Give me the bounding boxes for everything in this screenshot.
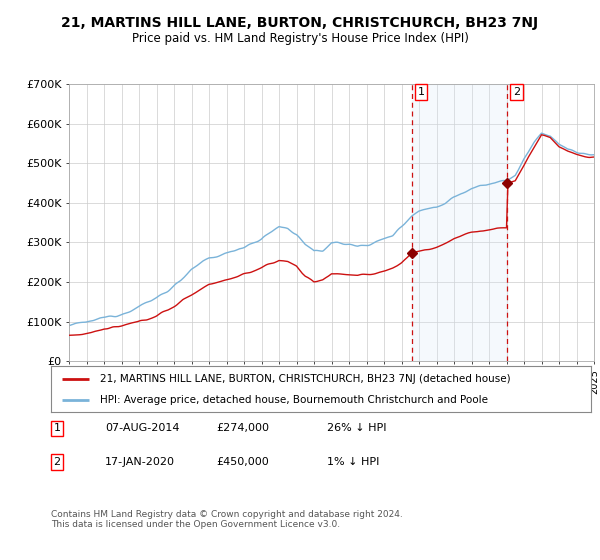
- Text: 21, MARTINS HILL LANE, BURTON, CHRISTCHURCH, BH23 7NJ: 21, MARTINS HILL LANE, BURTON, CHRISTCHU…: [61, 16, 539, 30]
- Text: HPI: Average price, detached house, Bournemouth Christchurch and Poole: HPI: Average price, detached house, Bour…: [100, 395, 488, 405]
- Text: Price paid vs. HM Land Registry's House Price Index (HPI): Price paid vs. HM Land Registry's House …: [131, 32, 469, 45]
- Text: 17-JAN-2020: 17-JAN-2020: [105, 457, 175, 467]
- Text: £450,000: £450,000: [216, 457, 269, 467]
- Text: 1% ↓ HPI: 1% ↓ HPI: [327, 457, 379, 467]
- Text: 2: 2: [53, 457, 61, 467]
- Text: 26% ↓ HPI: 26% ↓ HPI: [327, 423, 386, 433]
- Text: 1: 1: [53, 423, 61, 433]
- Text: 2: 2: [513, 87, 520, 97]
- Text: 07-AUG-2014: 07-AUG-2014: [105, 423, 179, 433]
- Text: 1: 1: [418, 87, 425, 97]
- Text: £274,000: £274,000: [216, 423, 269, 433]
- Bar: [412, 84, 508, 361]
- Text: 21, MARTINS HILL LANE, BURTON, CHRISTCHURCH, BH23 7NJ (detached house): 21, MARTINS HILL LANE, BURTON, CHRISTCHU…: [100, 374, 510, 384]
- Text: Contains HM Land Registry data © Crown copyright and database right 2024.
This d: Contains HM Land Registry data © Crown c…: [51, 510, 403, 529]
